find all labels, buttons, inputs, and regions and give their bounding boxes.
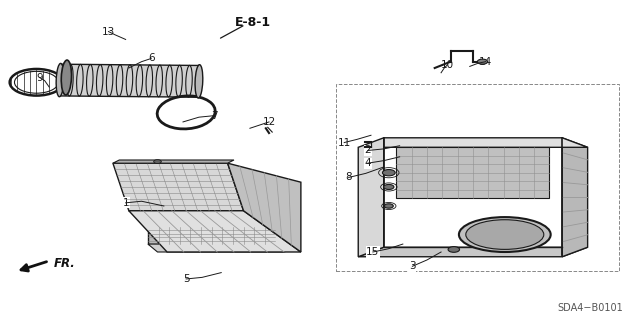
Polygon shape — [113, 160, 234, 163]
Circle shape — [448, 247, 460, 252]
Polygon shape — [562, 138, 588, 257]
Circle shape — [384, 184, 394, 189]
Text: 12: 12 — [262, 117, 276, 127]
Text: 14: 14 — [479, 57, 492, 67]
Text: 6: 6 — [148, 53, 154, 63]
Ellipse shape — [195, 65, 203, 98]
Polygon shape — [113, 163, 244, 211]
Circle shape — [154, 160, 161, 164]
Text: 4: 4 — [364, 158, 371, 168]
Polygon shape — [129, 211, 301, 252]
Circle shape — [477, 59, 488, 64]
Text: 10: 10 — [441, 60, 454, 70]
Text: 5: 5 — [183, 274, 189, 284]
Text: 8: 8 — [346, 172, 352, 182]
Circle shape — [385, 204, 394, 208]
Polygon shape — [384, 138, 588, 147]
Ellipse shape — [466, 220, 544, 249]
Bar — [336, 84, 620, 271]
Circle shape — [383, 170, 395, 176]
Text: 1: 1 — [122, 198, 129, 208]
Text: 2: 2 — [364, 146, 371, 156]
Text: 11: 11 — [337, 138, 351, 148]
Polygon shape — [358, 138, 384, 257]
Text: 9: 9 — [36, 73, 43, 83]
Polygon shape — [148, 227, 275, 244]
Ellipse shape — [56, 63, 64, 97]
Ellipse shape — [61, 60, 72, 95]
Polygon shape — [148, 227, 285, 235]
Text: 3: 3 — [409, 261, 416, 271]
Polygon shape — [60, 64, 200, 97]
Polygon shape — [396, 147, 549, 198]
Text: 15: 15 — [366, 247, 380, 257]
Ellipse shape — [459, 217, 550, 252]
Text: 13: 13 — [102, 27, 115, 36]
Text: SDA4−B0101: SDA4−B0101 — [557, 303, 623, 313]
Text: FR.: FR. — [54, 257, 76, 270]
Polygon shape — [148, 244, 285, 252]
Text: E-8-1: E-8-1 — [235, 15, 271, 28]
Polygon shape — [358, 247, 588, 257]
Polygon shape — [228, 163, 301, 252]
Polygon shape — [275, 227, 285, 252]
Text: 7: 7 — [212, 111, 218, 121]
